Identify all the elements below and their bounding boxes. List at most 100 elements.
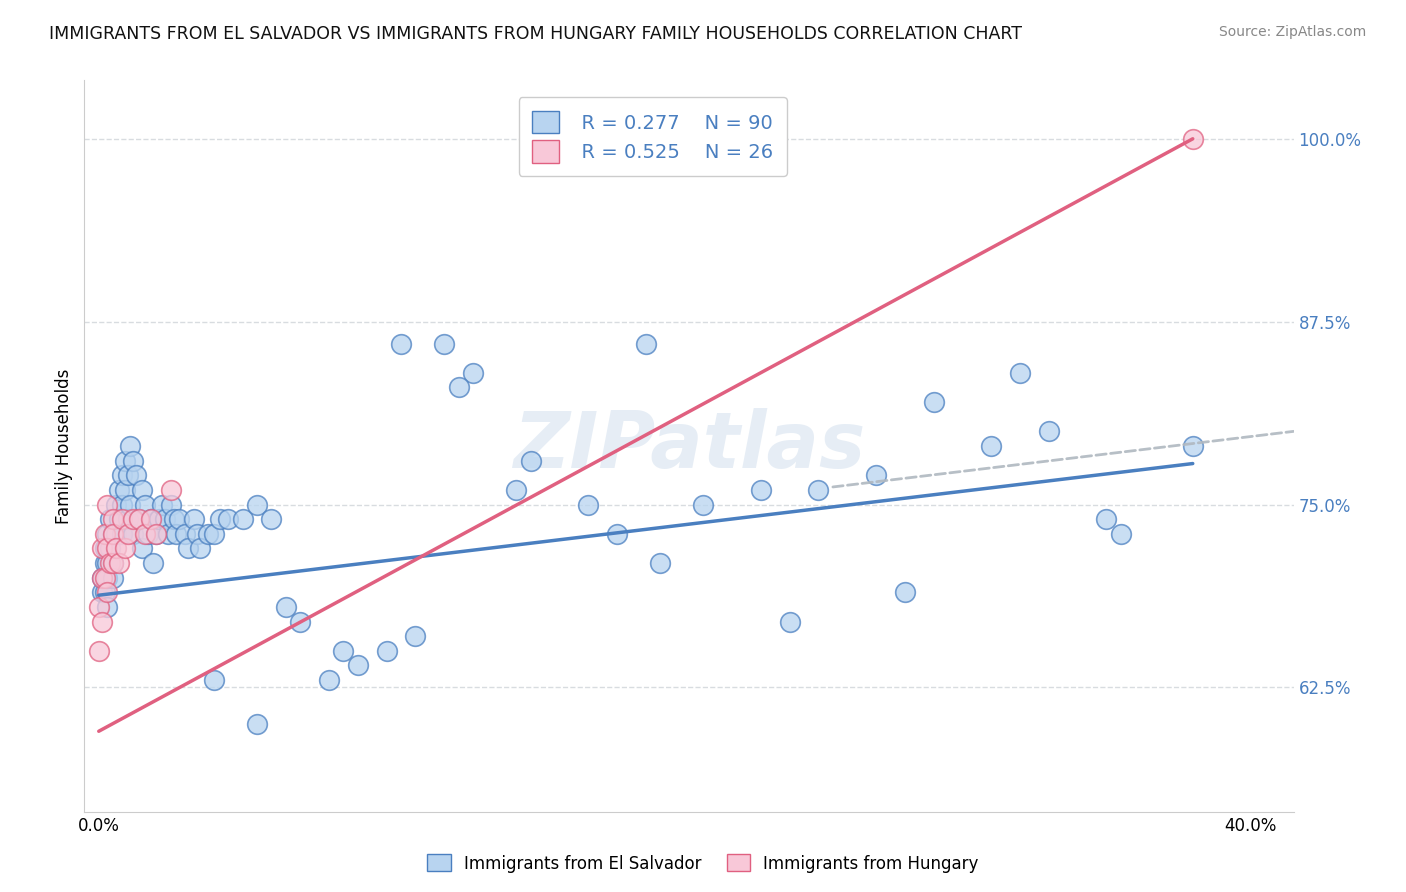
Point	[98, 541, 121, 556]
Legend:   R = 0.277    N = 90,   R = 0.525    N = 26: R = 0.277 N = 90, R = 0.525 N = 26	[519, 97, 787, 177]
Point	[93, 541, 115, 556]
Point	[108, 556, 131, 570]
Point	[166, 526, 188, 541]
Point	[505, 483, 527, 497]
Point	[105, 526, 128, 541]
Point	[122, 453, 145, 467]
Point	[96, 526, 118, 541]
Text: ZIPatlas: ZIPatlas	[513, 408, 865, 484]
Point	[183, 512, 205, 526]
Point	[162, 512, 184, 526]
Point	[208, 512, 231, 526]
Point	[101, 556, 124, 570]
Point	[145, 526, 167, 541]
Point	[142, 556, 165, 570]
Point	[332, 644, 354, 658]
Point	[108, 512, 131, 526]
Point	[96, 599, 118, 614]
Point	[117, 468, 139, 483]
Point	[96, 556, 118, 570]
Point	[375, 644, 398, 658]
Point	[519, 453, 541, 467]
Point	[98, 512, 121, 526]
Point	[1095, 512, 1118, 526]
Point	[101, 556, 124, 570]
Point	[114, 453, 136, 467]
Point	[96, 541, 118, 556]
Point	[606, 526, 628, 541]
Point	[246, 717, 269, 731]
Point	[1181, 439, 1204, 453]
Point	[93, 571, 115, 585]
Point	[650, 556, 672, 570]
Point	[90, 571, 112, 585]
Point	[120, 498, 142, 512]
Point	[433, 336, 456, 351]
Point	[114, 483, 136, 497]
Point	[246, 498, 269, 512]
Point	[111, 526, 134, 541]
Point	[186, 526, 208, 541]
Point	[1038, 425, 1060, 439]
Point	[98, 556, 121, 570]
Point	[122, 526, 145, 541]
Point	[274, 599, 297, 614]
Point	[87, 644, 110, 658]
Point	[159, 483, 181, 497]
Point	[90, 541, 112, 556]
Point	[96, 498, 118, 512]
Point	[101, 526, 124, 541]
Point	[111, 468, 134, 483]
Point	[101, 512, 124, 526]
Point	[692, 498, 714, 512]
Point	[128, 512, 150, 526]
Point	[217, 512, 239, 526]
Point	[148, 512, 170, 526]
Point	[128, 512, 150, 526]
Point	[202, 673, 225, 687]
Point	[111, 512, 134, 526]
Point	[779, 615, 801, 629]
Point	[188, 541, 211, 556]
Point	[96, 585, 118, 599]
Point	[90, 585, 112, 599]
Point	[101, 571, 124, 585]
Point	[894, 585, 917, 599]
Point	[120, 439, 142, 453]
Point	[105, 498, 128, 512]
Point	[1181, 132, 1204, 146]
Point	[93, 556, 115, 570]
Point	[153, 512, 176, 526]
Point	[169, 512, 191, 526]
Point	[134, 498, 156, 512]
Point	[461, 366, 484, 380]
Point	[232, 512, 254, 526]
Point	[922, 395, 945, 409]
Legend: Immigrants from El Salvador, Immigrants from Hungary: Immigrants from El Salvador, Immigrants …	[420, 847, 986, 880]
Point	[576, 498, 599, 512]
Point	[134, 526, 156, 541]
Text: Source: ZipAtlas.com: Source: ZipAtlas.com	[1219, 25, 1367, 39]
Point	[131, 541, 153, 556]
Point	[111, 498, 134, 512]
Point	[139, 512, 162, 526]
Point	[1008, 366, 1031, 380]
Point	[260, 512, 283, 526]
Point	[114, 541, 136, 556]
Point	[347, 658, 370, 673]
Point	[159, 498, 181, 512]
Point	[136, 526, 159, 541]
Point	[122, 512, 145, 526]
Point	[90, 571, 112, 585]
Point	[96, 571, 118, 585]
Point	[389, 336, 412, 351]
Point	[197, 526, 219, 541]
Point	[131, 483, 153, 497]
Point	[87, 599, 110, 614]
Point	[807, 483, 830, 497]
Point	[108, 483, 131, 497]
Point	[117, 512, 139, 526]
Point	[90, 615, 112, 629]
Point	[101, 526, 124, 541]
Point	[174, 526, 197, 541]
